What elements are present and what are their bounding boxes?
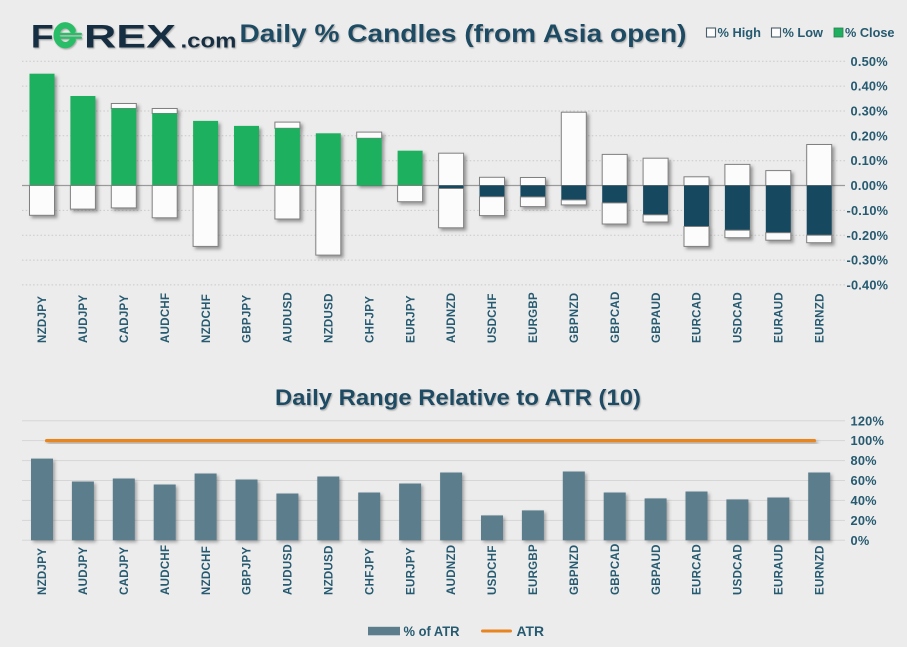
svg-text:NZDJPY: NZDJPY <box>37 296 49 343</box>
svg-text:ATR: ATR <box>517 624 545 640</box>
svg-text:0.00%: 0.00% <box>851 178 889 193</box>
svg-text:% Close: % Close <box>845 25 895 40</box>
svg-text:NZDUSD: NZDUSD <box>324 293 336 343</box>
svg-text:GBPJPY: GBPJPY <box>242 547 254 595</box>
svg-text:% High: % High <box>718 25 762 40</box>
svg-text:GBPCAD: GBPCAD <box>610 543 622 595</box>
svg-text:EURNZD: EURNZD <box>814 293 826 343</box>
svg-text:-0.10%: -0.10% <box>847 203 889 218</box>
svg-text:AUDJPY: AUDJPY <box>78 295 90 343</box>
svg-text:GBPAUD: GBPAUD <box>651 292 663 343</box>
svg-text:EURCAD: EURCAD <box>692 292 704 343</box>
svg-text:40%: 40% <box>851 493 878 508</box>
svg-text:% Low: % Low <box>783 25 824 40</box>
svg-text:USDCAD: USDCAD <box>733 544 745 595</box>
svg-text:NZDUSD: NZDUSD <box>324 545 336 595</box>
svg-text:AUDNZD: AUDNZD <box>446 293 458 343</box>
svg-text:AUDUSD: AUDUSD <box>283 292 295 343</box>
svg-text:AUDUSD: AUDUSD <box>283 544 295 595</box>
svg-text:EURJPY: EURJPY <box>405 547 417 595</box>
svg-text:NZDJPY: NZDJPY <box>37 548 49 595</box>
svg-text:0.40%: 0.40% <box>851 79 889 94</box>
svg-text:.com: .com <box>181 30 237 53</box>
svg-text:EURAUD: EURAUD <box>774 544 786 595</box>
svg-text:CHFJPY: CHFJPY <box>364 296 376 343</box>
svg-text:EURGBP: EURGBP <box>528 292 540 343</box>
svg-text:EURJPY: EURJPY <box>405 295 417 343</box>
svg-text:0%: 0% <box>851 533 870 548</box>
svg-text:CHFJPY: CHFJPY <box>364 548 376 595</box>
svg-text:GBPCAD: GBPCAD <box>610 291 622 343</box>
svg-text:NZDCHF: NZDCHF <box>201 294 213 343</box>
svg-text:CADJPY: CADJPY <box>119 547 131 595</box>
svg-text:GBPNZD: GBPNZD <box>569 293 581 343</box>
svg-text:GBPAUD: GBPAUD <box>651 544 663 595</box>
svg-text:-0.30%: -0.30% <box>847 253 889 268</box>
svg-text:0.10%: 0.10% <box>851 153 889 168</box>
svg-text:AUDNZD: AUDNZD <box>446 545 458 595</box>
svg-text:20%: 20% <box>851 513 878 528</box>
svg-text:F: F <box>31 19 54 55</box>
svg-text:80%: 80% <box>851 453 878 468</box>
svg-text:0.50%: 0.50% <box>851 54 889 69</box>
svg-text:Daily % Candles (from Asia ope: Daily % Candles (from Asia open) <box>240 20 687 48</box>
svg-text:EURAUD: EURAUD <box>774 292 786 343</box>
svg-text:EURNZD: EURNZD <box>814 545 826 595</box>
svg-text:AUDJPY: AUDJPY <box>78 547 90 595</box>
svg-text:0.30%: 0.30% <box>851 104 889 119</box>
svg-text:NZDCHF: NZDCHF <box>201 546 213 595</box>
svg-text:Daily Range Relative to ATR (1: Daily Range Relative to ATR (10) <box>275 385 641 410</box>
svg-text:EURGBP: EURGBP <box>528 544 540 595</box>
svg-text:USDCHF: USDCHF <box>487 293 499 343</box>
svg-text:120%: 120% <box>851 413 885 428</box>
svg-text:EURCAD: EURCAD <box>692 544 704 595</box>
svg-text:100%: 100% <box>851 433 885 448</box>
svg-text:GBPNZD: GBPNZD <box>569 545 581 595</box>
svg-text:60%: 60% <box>851 473 878 488</box>
svg-text:USDCHF: USDCHF <box>487 545 499 595</box>
svg-text:0.20%: 0.20% <box>851 128 889 143</box>
svg-text:AUDCHF: AUDCHF <box>160 293 172 343</box>
svg-text:REX: REX <box>84 19 176 55</box>
svg-text:GBPJPY: GBPJPY <box>242 295 254 343</box>
svg-text:-0.40%: -0.40% <box>847 278 889 293</box>
svg-text:USDCAD: USDCAD <box>733 292 745 343</box>
svg-text:-0.20%: -0.20% <box>847 228 889 243</box>
svg-text:% of ATR: % of ATR <box>404 624 460 640</box>
svg-text:CADJPY: CADJPY <box>119 295 131 343</box>
svg-text:AUDCHF: AUDCHF <box>160 545 172 595</box>
